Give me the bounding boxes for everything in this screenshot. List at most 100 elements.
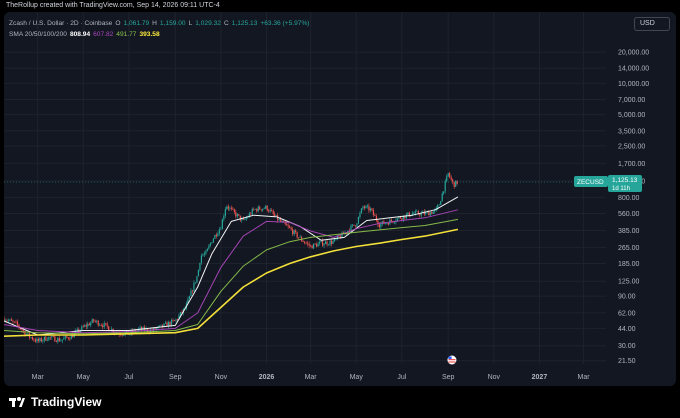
- candle-body: [245, 217, 247, 220]
- chart-panel[interactable]: 21.50 30.00 44.00 62.00 90.00 125.00 185.00 265…: [4, 12, 676, 386]
- currency-button[interactable]: USD: [634, 17, 670, 31]
- candle-body: [363, 206, 366, 208]
- candle-body: [425, 212, 427, 215]
- candle-body: [227, 206, 229, 209]
- symbol-description: Zcash / U.S. Dollar · 2D · Coinbase: [9, 20, 113, 27]
- sma-line-100: [4, 218, 458, 335]
- candle-body: [87, 323, 89, 327]
- candle-body: [220, 229, 222, 230]
- candle-body: [4, 320, 7, 322]
- sma100-value: 491.77: [116, 31, 137, 38]
- candle-body: [111, 328, 113, 331]
- chart-legend: Zcash / U.S. Dollar · 2D · Coinbase O 1,0…: [9, 18, 310, 40]
- x-tick-label: Mar: [578, 374, 591, 381]
- candle-body: [398, 216, 400, 219]
- candle-body: [375, 216, 378, 221]
- candle-body: [149, 329, 152, 333]
- candle-body: [121, 334, 123, 336]
- y-tick-label: 800.00: [618, 195, 640, 202]
- candle-body: [260, 209, 262, 211]
- price-chart[interactable]: 21.50 30.00 44.00 62.00 90.00 125.00 185.00 265…: [4, 12, 676, 386]
- candle-body: [199, 262, 201, 270]
- close-value: 1,125.13: [231, 20, 258, 27]
- us-flag-stripe: [448, 359, 456, 361]
- candle-body: [444, 181, 446, 192]
- sma50-value: 607.82: [93, 31, 114, 38]
- candle-body: [417, 211, 419, 215]
- y-tick-label: 14,000.00: [618, 66, 649, 73]
- x-tick-label: Mar: [32, 374, 45, 381]
- candle-body: [54, 336, 56, 342]
- y-tick-label: 7,000.00: [618, 97, 645, 104]
- candle-body: [256, 209, 258, 212]
- sma-row: SMA 20/50/100/200 808.94 607.82 491.77 3…: [9, 29, 310, 40]
- y-tick-label: 3,500.00: [618, 128, 645, 135]
- candle-body: [274, 213, 276, 216]
- candle-body: [350, 225, 352, 232]
- sma200-value: 393.58: [139, 31, 160, 38]
- candle-body: [91, 319, 93, 323]
- candle-body: [287, 225, 289, 227]
- x-tick-label: Nov: [215, 374, 228, 381]
- candle-body: [10, 319, 13, 321]
- candle-body: [217, 233, 219, 237]
- candle-body: [356, 223, 358, 227]
- candle-body: [235, 212, 237, 217]
- candle-body: [58, 338, 60, 342]
- candle-body: [402, 215, 404, 220]
- candle-body: [193, 282, 195, 292]
- candle-body: [173, 320, 176, 321]
- candle-body: [284, 221, 286, 224]
- candle-body: [166, 322, 168, 327]
- symbol-tag-bg: [574, 176, 608, 188]
- candle-body: [432, 211, 434, 214]
- candle-body: [100, 325, 102, 326]
- candle-body: [310, 245, 312, 247]
- candle-body: [242, 218, 244, 220]
- y-tick-label: 90.00: [618, 294, 636, 301]
- candle-body: [194, 282, 197, 283]
- candle-body: [145, 328, 147, 331]
- candle-body: [188, 295, 191, 300]
- y-tick-label: 44.00: [618, 326, 636, 333]
- candle-body: [239, 215, 241, 221]
- candle-body: [323, 244, 325, 246]
- candle-body: [164, 322, 167, 324]
- candle-body: [202, 254, 204, 256]
- price-tag-bg: [608, 175, 642, 193]
- x-tick-label: May: [350, 374, 364, 381]
- candle-body: [251, 208, 253, 215]
- candle-body: [238, 214, 240, 216]
- candle-body: [434, 209, 436, 212]
- x-tick-label: Nov: [488, 374, 501, 381]
- candle-body: [414, 211, 416, 214]
- candle-body: [431, 212, 433, 214]
- candle-body: [60, 340, 62, 342]
- candle-body: [450, 177, 452, 180]
- candle-body: [233, 209, 235, 213]
- y-tick-label: 10,000.00: [618, 81, 649, 88]
- candle-body: [36, 338, 38, 342]
- candle-body: [314, 243, 316, 245]
- candle-body: [320, 240, 322, 242]
- y-tick-label: 265.00: [618, 245, 640, 252]
- x-tick-label: Jul: [124, 374, 133, 381]
- candle-body: [380, 223, 382, 228]
- candle-body: [362, 206, 364, 209]
- candle-body: [230, 207, 232, 209]
- candle-body: [190, 290, 192, 296]
- candle-body: [377, 220, 379, 225]
- candle-body: [160, 324, 162, 326]
- candle-body: [12, 320, 14, 322]
- candle-body: [70, 335, 72, 340]
- candle-body: [191, 290, 194, 292]
- candle-body: [411, 213, 413, 216]
- y-tick-label: 62.00: [618, 310, 636, 317]
- candle-body: [84, 325, 86, 327]
- candle-body: [335, 238, 337, 240]
- y-tick-label: 560.00: [618, 211, 640, 218]
- candle-body: [324, 241, 327, 245]
- candle-body: [290, 227, 292, 230]
- price-tag-countdown: 1d 11h: [612, 186, 630, 192]
- candle-body: [280, 219, 282, 222]
